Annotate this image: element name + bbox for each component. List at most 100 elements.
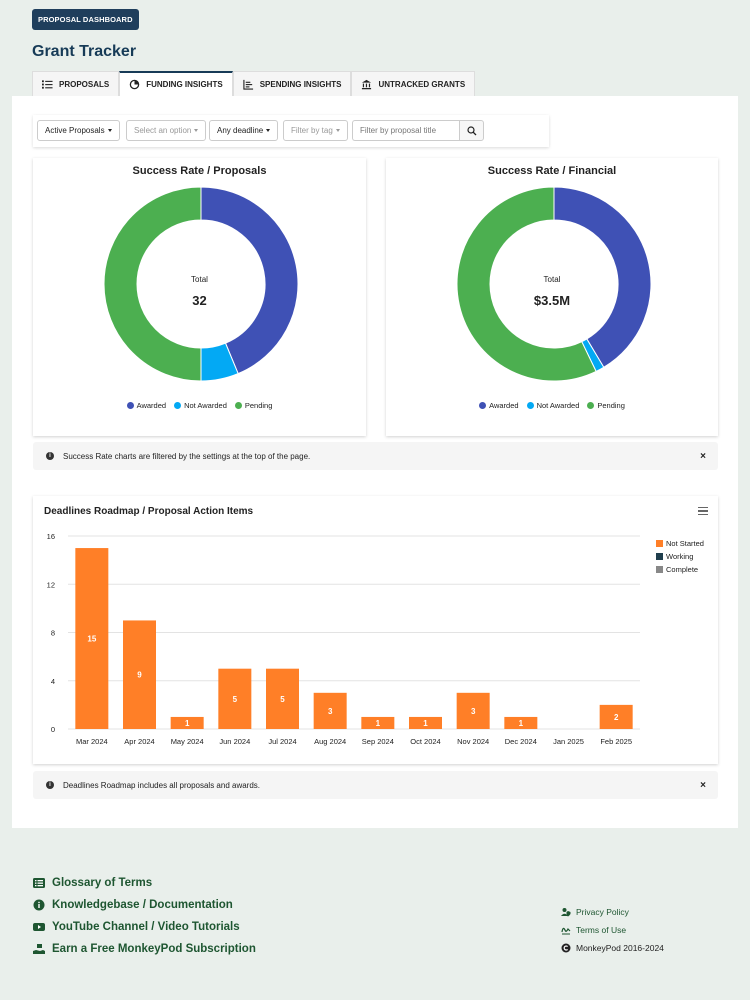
donut-slice-pending[interactable]	[103, 186, 202, 382]
deadline-filter-dropdown[interactable]: Any deadline	[209, 120, 279, 141]
bar[interactable]	[266, 668, 299, 729]
donut-center-label: Total	[543, 275, 561, 284]
x-tick-label: Jun 2024	[219, 737, 250, 746]
proposal-title-search-input[interactable]: Filter by proposal title	[352, 120, 459, 141]
success-rate-info-alert: i Success Rate charts are filtered by th…	[33, 442, 718, 470]
success-rate-proposals-card: Success Rate / Proposals Total 32 Awarde…	[33, 158, 366, 436]
caret-down-icon	[335, 129, 340, 132]
list-icon	[33, 878, 45, 888]
glossary-link[interactable]: Glossary of Terms	[33, 872, 256, 894]
bar[interactable]	[170, 716, 204, 729]
x-tick-label: Oct 2024	[410, 737, 440, 746]
legend-item-awarded[interactable]: Awarded	[479, 401, 519, 410]
donut-slice-awarded[interactable]	[200, 186, 299, 375]
bar[interactable]	[599, 704, 633, 729]
success-rate-financial-donut	[456, 186, 652, 382]
bar[interactable]	[218, 668, 252, 729]
close-icon[interactable]: ×	[700, 779, 706, 791]
youtube-link[interactable]: YouTube Channel / Video Tutorials	[33, 916, 256, 938]
donut-center-value: 32	[192, 293, 207, 308]
bar-data-label: 2	[614, 713, 619, 722]
privacy-policy-link[interactable]: Privacy Policy	[561, 903, 664, 921]
caret-down-icon	[266, 129, 271, 132]
terms-of-use-label: Terms of Use	[576, 925, 627, 935]
bar-chart-icon	[243, 79, 253, 90]
page-title: Grant Tracker	[32, 43, 137, 60]
legend-item-pending[interactable]: Pending	[234, 401, 272, 410]
funding-insights-panel: Active Proposals Select an option Any de…	[12, 96, 738, 828]
link-label: Knowledgebase / Documentation	[52, 899, 233, 911]
bar[interactable]	[456, 692, 490, 729]
option-select[interactable]: Select an option	[126, 120, 207, 141]
bar-data-label: 1	[185, 719, 190, 728]
free-subscription-link[interactable]: Earn a Free MonkeyPod Subscription	[33, 938, 256, 960]
link-label: YouTube Channel / Video Tutorials	[52, 921, 240, 933]
bar-data-label: 1	[423, 719, 428, 728]
y-tick-label: 4	[51, 677, 55, 686]
proposal-dashboard-button[interactable]: PROPOSAL DASHBOARD	[32, 9, 139, 30]
donut-slice-pending[interactable]	[456, 186, 597, 382]
tag-filter-placeholder: Filter by tag	[291, 126, 333, 135]
bank-icon	[362, 79, 372, 89]
y-tick-label: 0	[51, 725, 55, 734]
chart-legend: Awarded Not Awarded Pending	[386, 401, 718, 410]
x-tick-label: Apr 2024	[124, 737, 154, 746]
terms-of-use-link[interactable]: Terms of Use	[561, 921, 664, 939]
roadmap-info-alert: i Deadlines Roadmap includes all proposa…	[33, 771, 718, 799]
tab-proposals[interactable]: PROPOSALS	[32, 71, 120, 96]
search-icon	[466, 125, 476, 135]
x-tick-label: Mar 2024	[76, 737, 108, 746]
tab-label: SPENDING INSIGHTS	[259, 79, 342, 89]
gift-hand-icon	[33, 944, 45, 954]
bar-data-label: 9	[137, 671, 142, 680]
bar-data-label: 3	[471, 707, 476, 716]
bar-data-label: 15	[87, 635, 96, 644]
x-tick-label: Jul 2024	[268, 737, 296, 746]
caret-down-icon	[107, 129, 112, 132]
footer-links: Glossary of Terms Knowledgebase / Docume…	[33, 872, 256, 960]
search-button[interactable]	[459, 120, 484, 141]
legend-item-pending[interactable]: Pending	[587, 401, 625, 410]
legend-item-not-awarded[interactable]: Not Awarded	[174, 401, 227, 410]
tab-untracked-grants[interactable]: UNTRACKED GRANTS	[351, 71, 476, 96]
chart-title: Success Rate / Financial	[487, 165, 617, 177]
chart-title: Deadlines Roadmap / Proposal Action Item…	[44, 506, 254, 517]
legend-item-complete[interactable]: Complete	[656, 565, 704, 574]
filter-bar: Active Proposals Select an option Any de…	[33, 115, 549, 147]
donut-center-value: $3.5M	[533, 293, 571, 308]
x-tick-label: Feb 2025	[600, 737, 632, 746]
y-tick-label: 12	[47, 580, 55, 589]
legend-item-working[interactable]: Working	[656, 552, 704, 561]
deadlines-roadmap-card: Deadlines Roadmap / Proposal Action Item…	[33, 496, 718, 764]
donut-slice-awarded[interactable]	[553, 186, 652, 368]
info-icon: i	[46, 452, 54, 460]
bar[interactable]	[313, 692, 347, 729]
legend-item-not-awarded[interactable]: Not Awarded	[526, 401, 579, 410]
bar[interactable]	[123, 620, 156, 729]
deadline-filter-value: Any deadline	[217, 126, 264, 135]
tab-funding-insights[interactable]: FUNDING INSIGHTS	[119, 71, 233, 96]
tag-filter-dropdown[interactable]: Filter by tag	[283, 120, 348, 141]
hamburger-menu-icon[interactable]	[698, 507, 708, 517]
list-icon	[42, 79, 53, 89]
y-tick-label: 8	[51, 629, 55, 638]
bar[interactable]	[75, 548, 109, 729]
copyright-text: MonkeyPod 2016-2024	[576, 943, 664, 953]
legend-item-awarded[interactable]: Awarded	[126, 401, 166, 410]
legend-item-not-started[interactable]: Not Started	[656, 539, 704, 548]
status-filter-dropdown[interactable]: Active Proposals	[37, 120, 120, 141]
option-select-placeholder: Select an option	[134, 126, 192, 135]
close-icon[interactable]: ×	[700, 450, 706, 462]
chart-legend: Awarded Not Awarded Pending	[33, 401, 366, 410]
alert-text: Success Rate charts are filtered by the …	[63, 451, 311, 461]
bar-data-label: 1	[376, 719, 381, 728]
bar[interactable]	[409, 716, 442, 729]
bar-data-label: 5	[233, 695, 238, 704]
tab-spending-insights[interactable]: SPENDING INSIGHTS	[232, 71, 352, 96]
bar[interactable]	[361, 716, 395, 729]
signature-icon	[561, 927, 571, 935]
alert-text: Deadlines Roadmap includes all proposals…	[63, 780, 261, 790]
knowledgebase-link[interactable]: Knowledgebase / Documentation	[33, 894, 256, 916]
tab-label: PROPOSALS	[59, 79, 110, 89]
bar[interactable]	[504, 716, 538, 729]
